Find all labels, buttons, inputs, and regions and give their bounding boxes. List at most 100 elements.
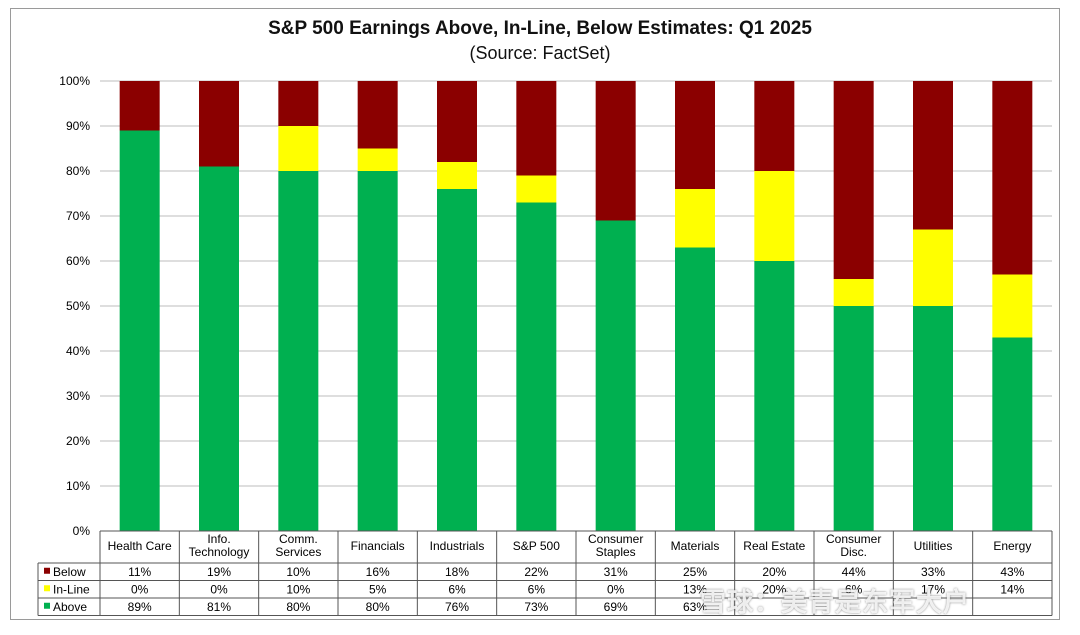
legend-key-in-line: [44, 585, 50, 592]
data-label: 44%: [842, 565, 866, 579]
data-label: 0%: [210, 582, 228, 596]
data-label: 6%: [528, 582, 546, 596]
bar-below: [119, 81, 160, 131]
data-label: 63%: [683, 600, 707, 614]
watermark-logo: 雪球：美青是东军大户: [700, 587, 971, 617]
category-label: Staples: [596, 545, 636, 559]
bar-below: [913, 81, 953, 230]
data-label: 14%: [1000, 582, 1024, 596]
bar-below: [754, 81, 795, 171]
y-tick-label: 100%: [59, 74, 90, 88]
data-label: 16%: [366, 565, 390, 579]
category-label: S&P 500: [513, 539, 560, 553]
data-label: 0%: [607, 582, 625, 596]
bar-below: [992, 81, 1033, 275]
bar-above: [675, 247, 715, 531]
category-label: Industrials: [430, 539, 485, 553]
data-label: 13%: [683, 582, 707, 596]
bar-above: [833, 306, 874, 531]
data-label: 81%: [207, 600, 231, 614]
bar-above: [595, 220, 636, 531]
category-label: Comm.: [279, 532, 318, 546]
bar-below: [357, 81, 398, 149]
category-label: Utilities: [914, 539, 953, 553]
data-label: 80%: [366, 600, 390, 614]
legend-label: Below: [53, 565, 86, 579]
bar-in-line: [833, 279, 874, 306]
data-label: 11%: [128, 565, 151, 579]
bar-in-line: [516, 175, 557, 203]
bar-below: [516, 81, 557, 176]
category-label: Health Care: [108, 539, 172, 553]
y-tick-label: 40%: [66, 344, 90, 358]
data-label: 17%: [921, 582, 945, 596]
legend-label: In-Line: [53, 582, 90, 596]
y-tick-label: 70%: [66, 209, 90, 223]
data-label: 6%: [845, 582, 863, 596]
bar-above: [278, 171, 319, 531]
data-label: 25%: [683, 565, 707, 579]
data-label: 5%: [369, 582, 387, 596]
bar-in-line: [754, 171, 795, 261]
data-label: 73%: [524, 600, 548, 614]
data-label: 76%: [445, 600, 469, 614]
category-label: Real Estate: [743, 539, 805, 553]
bar-below: [278, 81, 319, 126]
bar-in-line: [675, 189, 715, 248]
bar-above: [119, 130, 160, 531]
legend-key-below: [44, 567, 50, 574]
data-label: 6%: [448, 582, 466, 596]
y-tick-label: 20%: [66, 434, 90, 448]
bar-in-line: [992, 274, 1033, 338]
data-label: 31%: [604, 565, 628, 579]
data-label: 18%: [445, 565, 469, 579]
category-label: Financials: [351, 539, 405, 553]
category-label: Info.: [207, 532, 230, 546]
data-label: 20%: [762, 565, 786, 579]
bar-above: [516, 202, 557, 531]
legend-label: Above: [53, 600, 87, 614]
category-label: Consumer: [588, 532, 643, 546]
data-label: 43%: [1000, 565, 1024, 579]
data-label: 10%: [286, 582, 310, 596]
bar-below: [675, 81, 715, 189]
data-label: 19%: [207, 565, 231, 579]
chart-title: S&P 500 Earnings Above, In-Line, Below E…: [268, 18, 812, 39]
data-label: 20%: [762, 582, 786, 596]
bar-above: [357, 171, 398, 531]
bar-above: [754, 261, 795, 531]
y-tick-label: 0%: [73, 524, 91, 538]
bar-in-line: [437, 162, 477, 189]
y-tick-label: 50%: [66, 299, 90, 313]
y-tick-label: 60%: [66, 254, 90, 268]
y-tick-label: 30%: [66, 389, 90, 403]
category-label: Disc.: [840, 545, 867, 559]
category-label: Energy: [993, 539, 1031, 553]
category-label: Technology: [189, 545, 250, 559]
category-label: Materials: [671, 539, 720, 553]
category-label: Services: [275, 545, 321, 559]
bar-below: [833, 81, 874, 279]
bar-in-line: [278, 126, 319, 171]
bar-below: [199, 81, 239, 167]
legend-key-above: [44, 602, 50, 609]
data-label: 10%: [286, 565, 310, 579]
bar-below: [437, 81, 477, 162]
bar-above: [992, 337, 1033, 531]
data-label: 89%: [128, 600, 152, 614]
y-tick-label: 80%: [66, 164, 90, 178]
y-tick-label: 90%: [66, 119, 90, 133]
bar-in-line: [913, 229, 953, 306]
bar-in-line: [357, 148, 398, 171]
bar-above: [913, 306, 953, 531]
bar-below: [595, 81, 636, 221]
category-label: Consumer: [826, 532, 881, 546]
data-label: 80%: [286, 600, 310, 614]
bar-above: [437, 189, 477, 531]
data-label: 69%: [604, 600, 628, 614]
data-label: 22%: [524, 565, 548, 579]
y-tick-label: 10%: [66, 479, 90, 493]
data-label: 0%: [131, 582, 149, 596]
data-label: 33%: [921, 565, 945, 579]
